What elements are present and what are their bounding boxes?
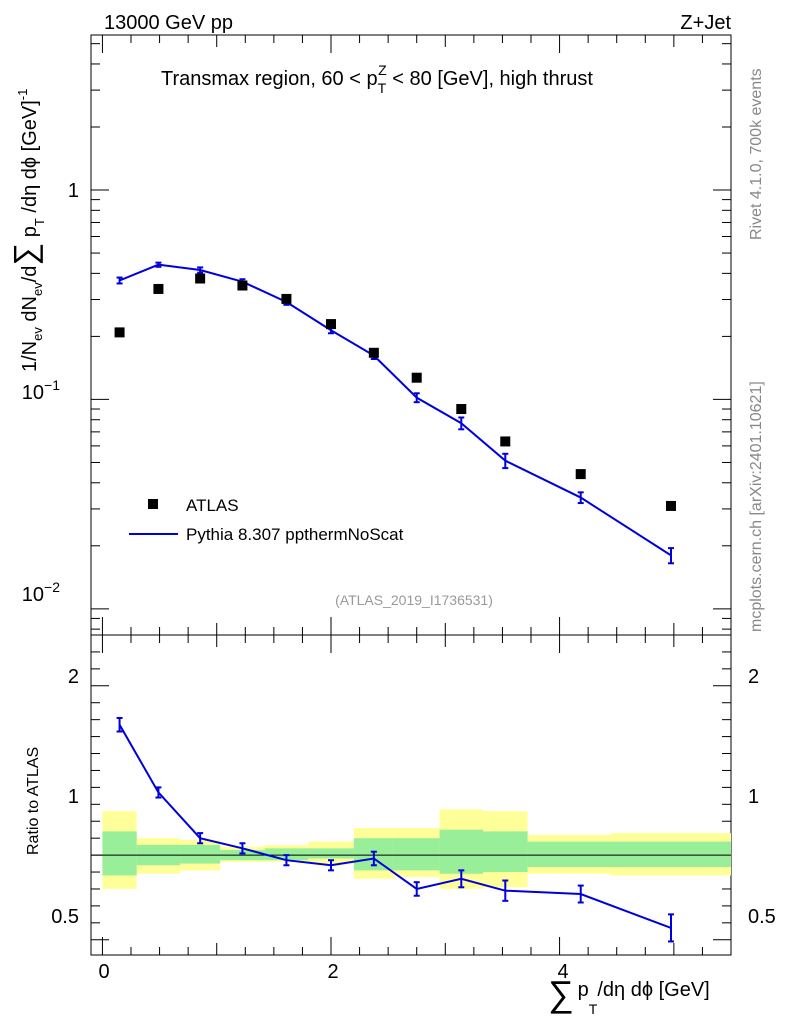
- main-plot-marks: [114, 261, 676, 565]
- ratio-band-inner: [393, 838, 440, 871]
- data-point: [326, 319, 336, 330]
- header-right: Z+Jet: [680, 12, 731, 34]
- ytick-1: 1: [68, 180, 79, 202]
- mcplots-label: mcplots.cern.ch [arXiv:2401.10621]: [748, 381, 765, 632]
- rivet-label: Rivet 4.1.0, 700k events: [748, 68, 765, 240]
- ratio-line: [118, 724, 672, 929]
- mc-line: [119, 263, 672, 557]
- plot-title: Transmax region, 60 < pTZ < 80 [GeV], hi…: [161, 62, 593, 96]
- ratio-bands: [91, 809, 731, 889]
- data-point: [153, 283, 164, 294]
- data-point: [195, 273, 206, 284]
- ratio-tick-0-5-right: 0.5: [748, 906, 776, 928]
- ratio-tick-1-right: 1: [748, 786, 759, 808]
- ytick-1e-2: 10−2: [22, 579, 60, 606]
- data-point: [500, 436, 511, 447]
- header-left: 13000 GeV pp: [104, 12, 233, 34]
- ratio-band-inner: [439, 829, 483, 874]
- axis-ticks: [91, 35, 731, 955]
- ratio-band-inner: [483, 831, 528, 873]
- analysis-ref: (ATLAS_2019_I1736531): [335, 592, 493, 608]
- data-point: [368, 347, 379, 358]
- data-point: [411, 372, 422, 383]
- legend-data-marker: [148, 499, 158, 509]
- ratio-band-inner: [527, 841, 611, 867]
- ratio-band-inner: [611, 841, 731, 867]
- ytick-1e-1: 10−1: [22, 377, 60, 404]
- data-point: [666, 500, 676, 511]
- data-point: [114, 327, 125, 338]
- ratio-band-inner: [102, 831, 137, 876]
- legend-mc-label: Pythia 8.307 ppthermNoScat: [186, 525, 404, 544]
- legend-data-label: ATLAS: [186, 496, 239, 515]
- ratio-tick-0-5: 0.5: [51, 906, 79, 928]
- xtick-4: 4: [557, 961, 568, 983]
- xtick-2: 2: [327, 961, 338, 983]
- data-point: [575, 469, 586, 480]
- ratio-ylabel: Ratio to ATLAS: [25, 747, 42, 855]
- main-ylabel: 1/Nev dNev/d∑ pT /dη dϕ [GeV]-1: [7, 89, 47, 372]
- xtick-0: 0: [98, 961, 109, 983]
- data-point: [237, 280, 248, 291]
- ratio-band-inner: [308, 848, 354, 859]
- ratio-tick-2: 2: [68, 666, 79, 688]
- ratio-plot-marks: [116, 716, 674, 943]
- ratio-tick-2-right: 2: [748, 666, 759, 688]
- data-point: [456, 404, 467, 415]
- ratio-tick-1: 1: [68, 786, 79, 808]
- xlabel: ∑ pT/dη dϕ [GeV]: [548, 973, 710, 1017]
- data-point: [281, 293, 292, 304]
- main-frame: [90, 34, 732, 636]
- ratio-band-inner: [180, 844, 221, 864]
- ratio-frame: [90, 634, 732, 956]
